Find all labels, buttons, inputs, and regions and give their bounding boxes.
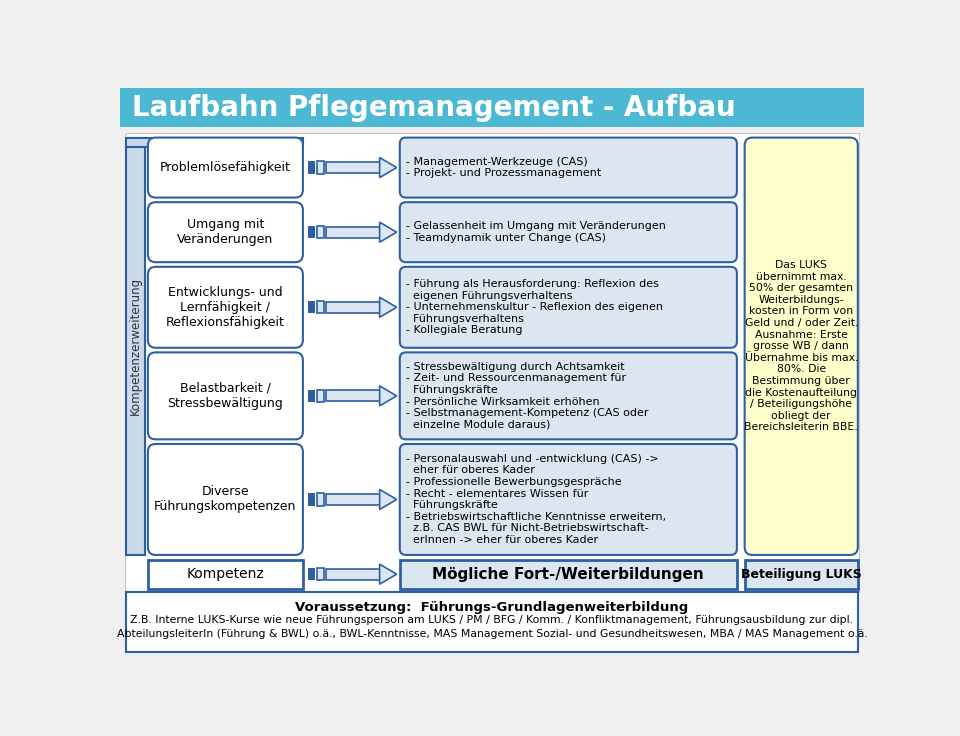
Bar <box>125 133 859 592</box>
Text: Das LUKS
übernimmt max.
50% der gesamten
Weiterbildungs-
kosten in Form von
Geld: Das LUKS übernimmt max. 50% der gesamten… <box>744 260 858 433</box>
Bar <box>126 592 858 652</box>
Text: Beteiligung LUKS: Beteiligung LUKS <box>741 567 862 581</box>
Bar <box>317 301 324 314</box>
Text: Kompetenzerweiterung: Kompetenzerweiterung <box>129 277 142 415</box>
FancyBboxPatch shape <box>745 138 858 555</box>
Bar <box>317 390 324 402</box>
Polygon shape <box>379 565 396 584</box>
Bar <box>307 161 315 174</box>
Text: Problemlösefähigkeit: Problemlösefähigkeit <box>160 161 291 174</box>
Bar <box>326 391 379 401</box>
Text: Voraussetzung:  Führungs-Grundlagenweiterbildung: Voraussetzung: Führungs-Grundlagenweiter… <box>296 601 688 614</box>
Bar <box>317 226 324 238</box>
Text: - Stressbewältigung durch Achtsamkeit
- Zeit- und Ressourcenmanagement für
  Füh: - Stressbewältigung durch Achtsamkeit - … <box>406 362 648 430</box>
Bar <box>326 162 379 173</box>
Bar <box>120 88 864 127</box>
Bar <box>326 494 379 505</box>
FancyBboxPatch shape <box>148 138 303 197</box>
Bar <box>307 390 315 402</box>
FancyBboxPatch shape <box>148 202 303 262</box>
Bar <box>148 559 303 589</box>
FancyBboxPatch shape <box>399 266 737 348</box>
Text: - Führung als Herausforderung: Reflexion des
  eigenen Führungsverhaltens
- Unte: - Führung als Herausforderung: Reflexion… <box>406 279 663 336</box>
Text: Belastbarkeit /
Stressbewältigung: Belastbarkeit / Stressbewältigung <box>168 382 283 410</box>
Bar <box>399 559 737 589</box>
FancyBboxPatch shape <box>399 444 737 555</box>
Bar <box>307 301 315 314</box>
Bar <box>307 568 315 581</box>
Text: Z.B. Interne LUKS-Kurse wie neue Führungsperson am LUKS / PM / BFG / Komm. / Kon: Z.B. Interne LUKS-Kurse wie neue Führung… <box>131 615 853 625</box>
FancyBboxPatch shape <box>399 202 737 262</box>
Polygon shape <box>379 222 396 242</box>
Text: AbteilungsleiterIn (Führung & BWL) o.ä., BWL-Kenntnisse, MAS Management Sozial- : AbteilungsleiterIn (Führung & BWL) o.ä.,… <box>116 629 868 639</box>
Text: - Gelassenheit im Umgang mit Veränderungen
- Teamdynamik unter Change (CAS): - Gelassenheit im Umgang mit Veränderung… <box>406 222 666 243</box>
FancyBboxPatch shape <box>148 266 303 348</box>
Polygon shape <box>379 489 396 509</box>
Text: Kompetenz: Kompetenz <box>186 567 264 581</box>
Polygon shape <box>379 386 396 406</box>
Bar <box>326 569 379 579</box>
FancyBboxPatch shape <box>148 353 303 439</box>
Bar <box>745 559 858 589</box>
Bar <box>317 568 324 581</box>
Bar <box>307 493 315 506</box>
Text: - Management-Werkzeuge (CAS)
- Projekt- und Prozessmanagement: - Management-Werkzeuge (CAS) - Projekt- … <box>406 157 601 178</box>
Polygon shape <box>379 297 396 317</box>
Bar <box>326 227 379 238</box>
Bar <box>307 226 315 238</box>
Bar <box>126 138 145 555</box>
Bar <box>326 302 379 313</box>
Bar <box>317 161 324 174</box>
Polygon shape <box>379 158 396 177</box>
Text: Diverse
Führungskompetenzen: Diverse Führungskompetenzen <box>155 486 297 514</box>
Text: Umgang mit
Veränderungen: Umgang mit Veränderungen <box>178 218 274 246</box>
Text: Laufbahn Pflegemanagement - Aufbau: Laufbahn Pflegemanagement - Aufbau <box>132 93 736 121</box>
Text: Mögliche Fort-/Weiterbildungen: Mögliche Fort-/Weiterbildungen <box>432 567 705 581</box>
FancyBboxPatch shape <box>399 138 737 197</box>
Text: - Personalauswahl und -entwicklung (CAS) ->
  eher für oberes Kader
- Profession: - Personalauswahl und -entwicklung (CAS)… <box>406 454 666 545</box>
Text: Entwicklungs- und
Lernfähigkeit /
Reflexionsfähigkeit: Entwicklungs- und Lernfähigkeit / Reflex… <box>166 286 285 329</box>
FancyBboxPatch shape <box>399 353 737 439</box>
FancyBboxPatch shape <box>148 444 303 555</box>
Bar <box>317 493 324 506</box>
Bar <box>126 138 303 147</box>
